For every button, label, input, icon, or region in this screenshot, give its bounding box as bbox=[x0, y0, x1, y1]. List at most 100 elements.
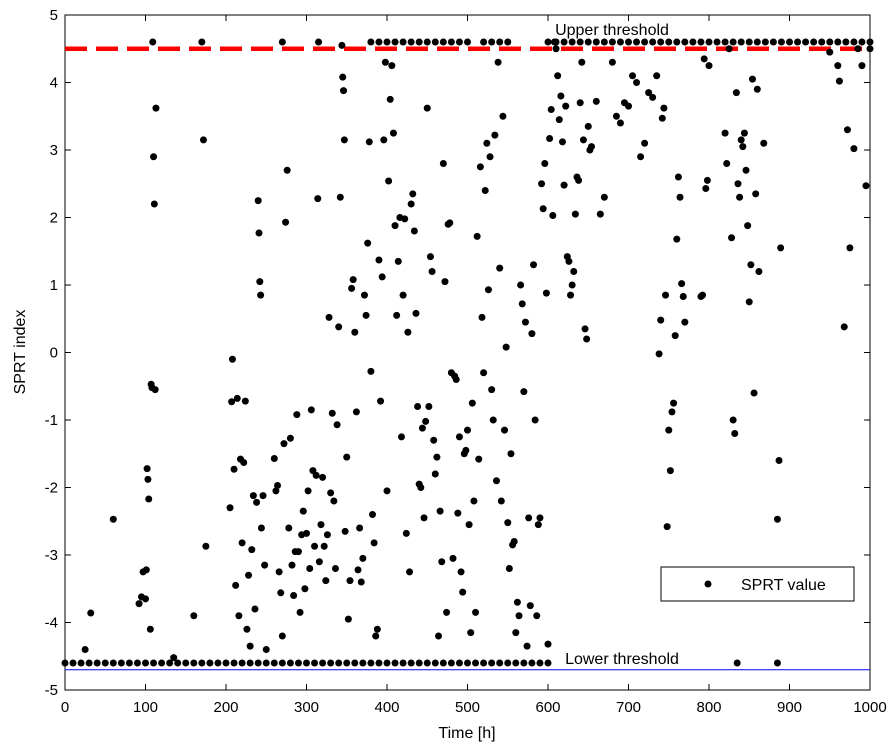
data-point bbox=[521, 318, 529, 326]
data-point bbox=[705, 38, 713, 46]
data-point bbox=[452, 376, 460, 383]
data-point bbox=[290, 592, 298, 599]
data-point bbox=[850, 38, 858, 46]
data-point bbox=[270, 659, 278, 667]
y-axis-title: SPRT index bbox=[12, 310, 29, 395]
data-point bbox=[406, 568, 414, 576]
data-point bbox=[344, 615, 352, 623]
data-point bbox=[375, 659, 383, 667]
data-point bbox=[470, 497, 478, 505]
data-point bbox=[501, 426, 509, 434]
data-point bbox=[616, 38, 624, 46]
data-point bbox=[525, 514, 533, 522]
data-point bbox=[744, 222, 752, 230]
data-point bbox=[412, 309, 420, 317]
data-point bbox=[93, 659, 101, 667]
data-point bbox=[241, 397, 249, 405]
data-point bbox=[721, 129, 729, 137]
data-point bbox=[417, 484, 425, 491]
data-point bbox=[552, 38, 560, 46]
data-point bbox=[464, 38, 471, 46]
data-point bbox=[315, 558, 323, 566]
data-point bbox=[866, 38, 874, 46]
data-point bbox=[399, 291, 407, 299]
data-point bbox=[145, 495, 153, 503]
data-point bbox=[288, 561, 296, 569]
x-axis-ticks: 0 100 200 300 400 500 600 700 800 900 1000 bbox=[61, 15, 887, 716]
data-point bbox=[338, 41, 346, 49]
data-point bbox=[373, 625, 381, 633]
data-point bbox=[742, 166, 750, 174]
data-point bbox=[246, 659, 254, 667]
threshold-lines: Upper threshold Lower threshold bbox=[65, 22, 870, 671]
data-point bbox=[330, 497, 338, 505]
data-point bbox=[69, 659, 77, 667]
x-tick-label: 800 bbox=[696, 699, 721, 716]
x-tick-label: 1000 bbox=[853, 699, 886, 716]
data-point bbox=[655, 350, 663, 358]
data-point bbox=[152, 104, 160, 112]
data-point bbox=[449, 554, 457, 562]
data-point bbox=[423, 38, 431, 46]
data-point bbox=[462, 446, 470, 454]
data-point bbox=[465, 521, 473, 529]
data-point bbox=[238, 659, 246, 667]
data-point bbox=[504, 659, 512, 667]
data-point bbox=[826, 38, 834, 46]
lower-threshold-label: Lower threshold bbox=[565, 651, 679, 668]
data-point bbox=[341, 527, 349, 535]
data-point bbox=[468, 399, 476, 407]
x-axis-title: Time [h] bbox=[438, 725, 495, 742]
data-point bbox=[558, 138, 566, 146]
data-point bbox=[323, 531, 331, 539]
data-point bbox=[274, 481, 282, 489]
data-point bbox=[496, 659, 504, 667]
data-point bbox=[752, 190, 760, 198]
data-point bbox=[773, 659, 781, 667]
data-point bbox=[689, 38, 697, 46]
data-point bbox=[518, 300, 526, 308]
x-tick-label: 500 bbox=[455, 699, 480, 716]
data-point bbox=[354, 566, 362, 574]
data-point bbox=[850, 145, 858, 153]
data-point bbox=[393, 311, 401, 319]
data-point bbox=[77, 659, 85, 667]
data-point bbox=[262, 646, 270, 653]
data-point bbox=[391, 38, 399, 46]
data-point bbox=[674, 173, 682, 181]
data-point bbox=[584, 38, 592, 46]
data-point bbox=[600, 193, 608, 201]
data-point bbox=[481, 187, 489, 194]
data-point bbox=[383, 487, 391, 495]
data-point bbox=[700, 55, 708, 63]
data-point bbox=[637, 153, 645, 161]
data-point bbox=[143, 465, 151, 473]
data-point bbox=[151, 386, 159, 394]
data-point bbox=[359, 659, 367, 667]
data-point bbox=[810, 38, 818, 46]
data-point bbox=[737, 136, 745, 144]
data-point bbox=[608, 38, 616, 46]
data-point bbox=[472, 659, 480, 667]
data-point bbox=[142, 659, 149, 667]
y-tick-label: 4 bbox=[50, 75, 58, 92]
data-point bbox=[753, 38, 761, 46]
data-point bbox=[365, 138, 373, 146]
data-point bbox=[232, 581, 240, 589]
data-point bbox=[428, 268, 436, 275]
data-point bbox=[748, 75, 756, 83]
data-point bbox=[539, 205, 547, 213]
x-tick-label: 900 bbox=[777, 699, 802, 716]
data-point bbox=[294, 548, 302, 556]
data-point bbox=[230, 659, 238, 667]
data-point bbox=[370, 539, 378, 547]
data-point bbox=[499, 112, 507, 120]
data-point bbox=[340, 87, 348, 95]
y-tick-label: 3 bbox=[50, 142, 58, 159]
data-point bbox=[359, 554, 367, 562]
data-point bbox=[775, 457, 783, 464]
data-point bbox=[286, 434, 294, 442]
data-point bbox=[394, 257, 402, 265]
data-point bbox=[325, 313, 333, 321]
data-point bbox=[246, 642, 254, 650]
